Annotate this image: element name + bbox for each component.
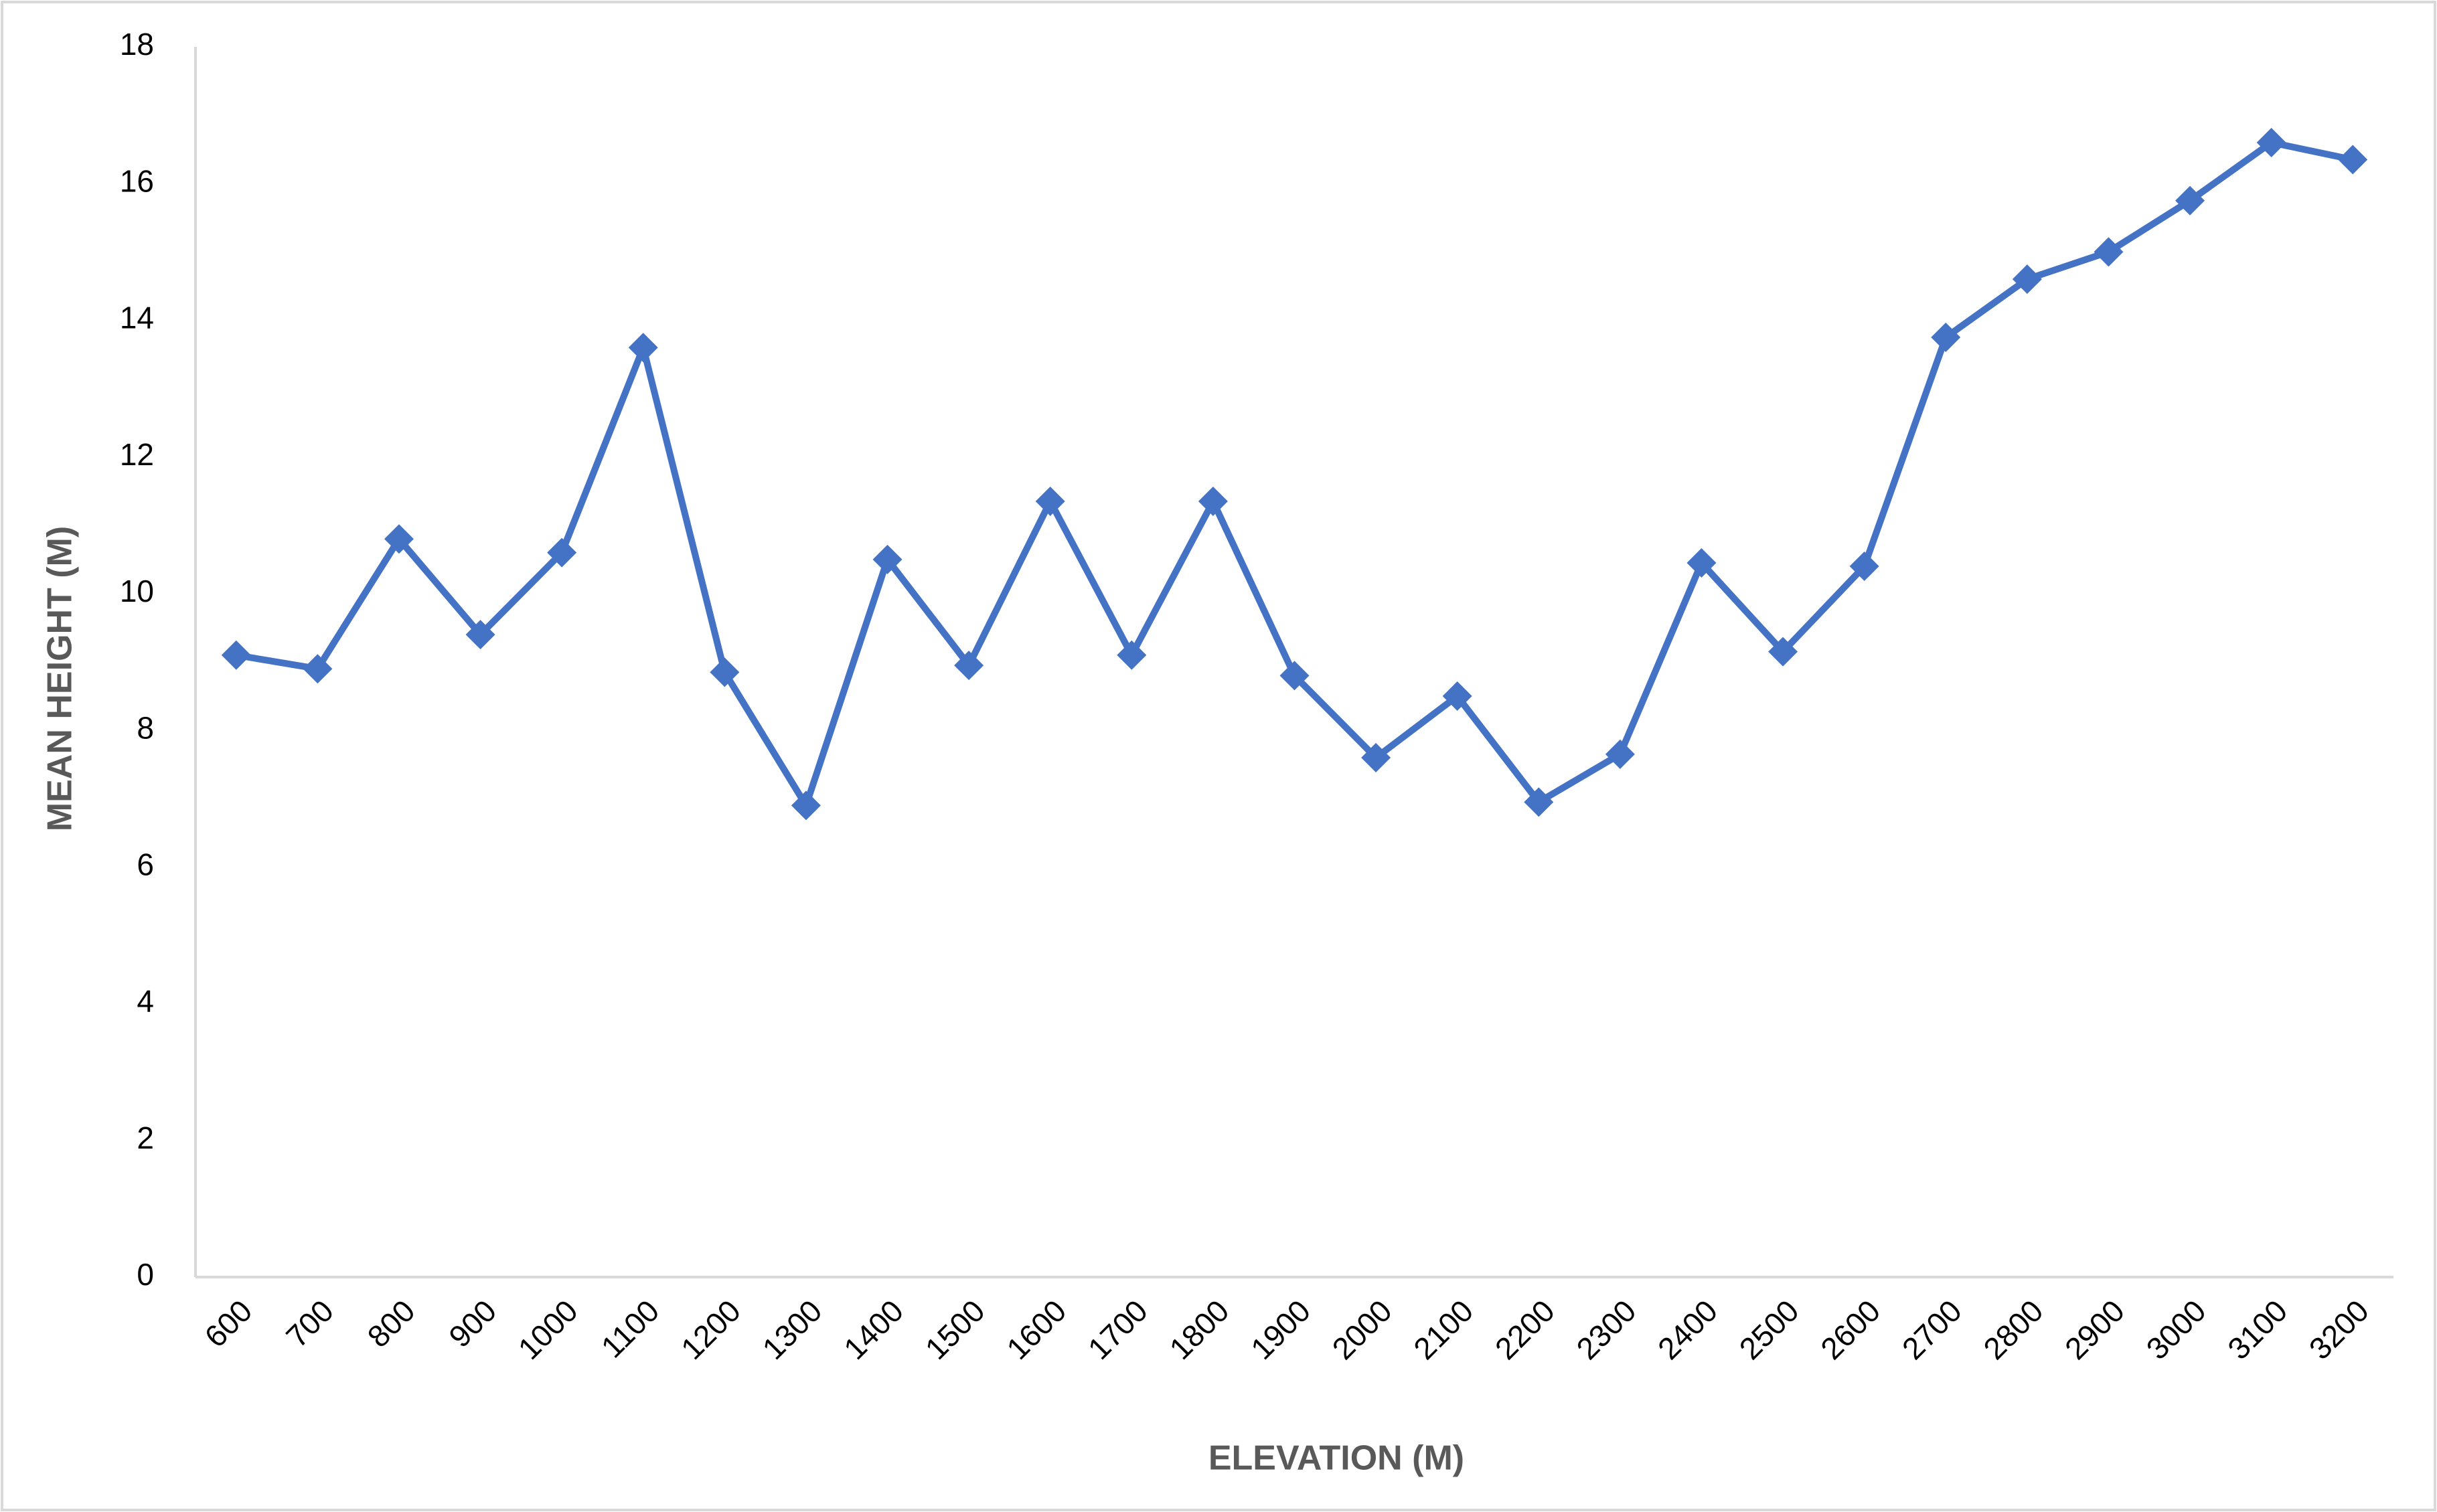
- marker: [1849, 552, 1879, 582]
- marker: [954, 651, 984, 681]
- marker: [221, 640, 251, 670]
- marker: [384, 524, 414, 554]
- marker: [465, 620, 495, 650]
- marker: [1035, 487, 1065, 517]
- marker: [2094, 237, 2124, 267]
- y-axis-title: MEAN HEIGHT (M): [41, 526, 80, 831]
- marker: [1442, 681, 1472, 711]
- marker: [1198, 487, 1228, 517]
- y-tick-label: 12: [120, 437, 154, 472]
- marker: [628, 333, 658, 363]
- marker: [547, 537, 577, 568]
- y-tick-label: 14: [120, 301, 154, 335]
- marker: [1361, 742, 1391, 772]
- marker: [303, 654, 333, 684]
- marker: [1605, 739, 1635, 769]
- x-axis-title: ELEVATION (M): [1208, 1439, 1464, 1478]
- marker: [2338, 145, 2368, 175]
- y-tick-label: 6: [137, 847, 154, 881]
- marker: [1117, 640, 1147, 670]
- y-tick-label: 16: [120, 163, 154, 198]
- y-tick-label: 0: [137, 1257, 154, 1292]
- y-tick-label: 8: [137, 710, 154, 745]
- marker: [872, 544, 902, 574]
- marker: [2175, 185, 2205, 216]
- marker: [791, 790, 821, 821]
- y-tick-label: 10: [120, 574, 154, 608]
- y-tick-label: 18: [120, 27, 154, 62]
- y-tick-label: 4: [137, 984, 154, 1019]
- marker: [2012, 264, 2042, 295]
- marker: [1524, 787, 1554, 817]
- marker: [1686, 548, 1717, 578]
- y-tick-label: 2: [137, 1120, 154, 1155]
- marker: [1931, 322, 1961, 352]
- marker: [1279, 661, 1310, 691]
- marker: [710, 657, 740, 687]
- marker: [1768, 637, 1798, 667]
- marker: [2256, 127, 2286, 157]
